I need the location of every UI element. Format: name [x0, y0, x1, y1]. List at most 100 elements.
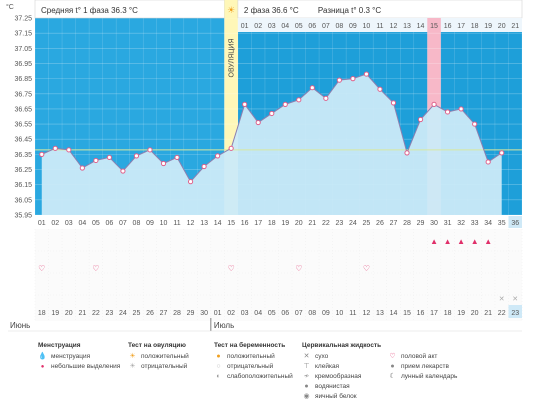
ovulation-header-cell — [224, 0, 238, 18]
phase2-day-label: 02 — [254, 23, 262, 30]
cycle-day-label: 24 — [349, 220, 357, 227]
temperature-point — [472, 121, 478, 127]
calendar-date: 18 — [444, 310, 452, 317]
temperature-point — [458, 106, 464, 112]
y-tick-label: 36.55 — [14, 122, 32, 129]
temperature-point — [39, 151, 45, 157]
calendar-date: 17 — [430, 310, 438, 317]
phase1-average: Средняя t° 1 фаза 36.3 °C — [41, 6, 138, 15]
cycle-day-label: 29 — [417, 220, 425, 227]
legend-label: водянистая — [315, 383, 350, 390]
menstruation-icon: ▲ — [457, 237, 465, 246]
temperature-point — [120, 168, 126, 174]
drop-icon: 💧 — [38, 353, 47, 360]
cycle-day-label: 12 — [187, 220, 195, 227]
today-day-cell — [508, 216, 522, 228]
cycle-day-label: 26 — [376, 220, 384, 227]
pill-icon: ● — [390, 363, 395, 370]
cycle-day-label: 08 — [133, 220, 141, 227]
temperature-point — [52, 145, 58, 151]
temperature-point — [147, 147, 153, 153]
cycle-day-label: 03 — [65, 220, 73, 227]
y-tick-label: 37.25 — [14, 16, 32, 23]
temperature-point — [363, 71, 370, 77]
cycle-day-label: 27 — [390, 220, 398, 227]
watery-icon: ● — [304, 383, 309, 390]
temperature-point — [336, 77, 342, 83]
cycle-day-label: 36 — [511, 220, 519, 227]
y-tick-label: 36.95 — [14, 61, 32, 68]
sun-positive-icon: ☀ — [129, 353, 136, 360]
calendar-date: 20 — [471, 310, 479, 317]
moon-icon: ☾ — [389, 373, 396, 380]
month-label-left: Июнь — [10, 321, 30, 330]
temperature-point — [377, 86, 383, 92]
calendar-date: 27 — [160, 310, 168, 317]
calendar-date: 14 — [390, 310, 398, 317]
legend-label: сухо — [315, 353, 329, 360]
temperature-point — [269, 110, 275, 117]
legend-item-medication: ● прием лекарств — [388, 362, 457, 372]
legend-menstruation: Менструация 💧 менструация ● небольшие выде… — [38, 342, 120, 372]
temperature-point — [201, 163, 207, 170]
temperature-point — [133, 153, 140, 159]
cycle-day-label: 32 — [457, 220, 465, 227]
temperature-point — [228, 145, 234, 151]
menstruation-icon: ▲ — [471, 237, 479, 246]
cycle-day-label: 07 — [119, 220, 127, 227]
small-drop-icon: ● — [40, 364, 45, 370]
bbt-chart: ОВУЛЯЦИЯ Средняя t° 1 фаза 36.3 °C ☀ 2 фаза… — [6, 0, 523, 332]
cycle-day-label: 11 — [173, 220, 180, 227]
y-tick-label: 36.75 — [14, 91, 32, 98]
temperature-point — [296, 97, 302, 103]
legend-label: половой акт — [401, 353, 438, 360]
cycle-day-label: 23 — [335, 220, 343, 227]
heart-icon: ♡ — [228, 264, 235, 273]
calendar-date: 12 — [363, 310, 371, 317]
phase2-day-label: 04 — [281, 23, 289, 30]
legend-item-preg-negative: ○ отрицательный — [214, 362, 293, 372]
phase2-day-label: 17 — [457, 23, 465, 30]
cycle-day-label: 02 — [51, 220, 59, 227]
calendar-date: 11 — [349, 310, 356, 317]
cycle-day-label: 30 — [430, 220, 438, 227]
phase2-day-label: 10 — [363, 23, 371, 30]
temperature-point — [93, 157, 99, 164]
highlight-day-cell — [427, 18, 441, 32]
temperature-point — [66, 147, 72, 153]
legend-item-creamy: ≁ кремообразная — [302, 372, 381, 382]
sticky-icon: ⊤ — [303, 363, 310, 370]
cycle-day-label: 28 — [403, 220, 411, 227]
menstruation-icon: ▲ — [430, 237, 438, 246]
calendar-date: 29 — [187, 310, 195, 317]
legend-pregnancy-test: Тест на беременность ● положительный ○ отр… — [214, 342, 293, 382]
creamy-icon: ≁ — [303, 373, 310, 380]
legend-item-watery: ● водянистая — [302, 382, 381, 392]
sun-negative-icon: ☀ — [129, 363, 136, 370]
y-tick-label: 37.05 — [14, 46, 32, 53]
y-tick-label: 36.45 — [14, 137, 32, 144]
phase2-day-label: 05 — [295, 23, 303, 30]
legend-item-moon: ☾ лунный календарь — [388, 372, 457, 382]
calendar-date: 05 — [268, 310, 276, 317]
temperature-point — [444, 109, 451, 115]
legend-item-ov-positive: ☀ положительный — [128, 352, 188, 362]
cycle-day-label: 04 — [78, 220, 86, 227]
calendar-date: 09 — [322, 310, 330, 317]
phase2-day-label: 19 — [484, 23, 492, 30]
heart-icon: ♡ — [38, 264, 45, 273]
legend-label: прием лекарств — [401, 363, 449, 370]
temperature-point — [323, 95, 329, 101]
temperature-point — [255, 119, 261, 126]
calendar-date: 21 — [484, 310, 492, 317]
calendar-date: 13 — [376, 310, 384, 317]
calendar-date: 18 — [38, 310, 46, 317]
y-unit-label: °C — [6, 3, 14, 11]
calendar-date: 16 — [417, 310, 425, 317]
calendar-date: 19 — [457, 310, 465, 317]
cycle-day-label: 13 — [200, 220, 208, 227]
calendar-date: 08 — [308, 310, 316, 317]
legend-label: менструация — [51, 353, 91, 360]
y-tick-label: 36.65 — [14, 106, 32, 113]
cross-icon: ✕ — [303, 353, 310, 360]
